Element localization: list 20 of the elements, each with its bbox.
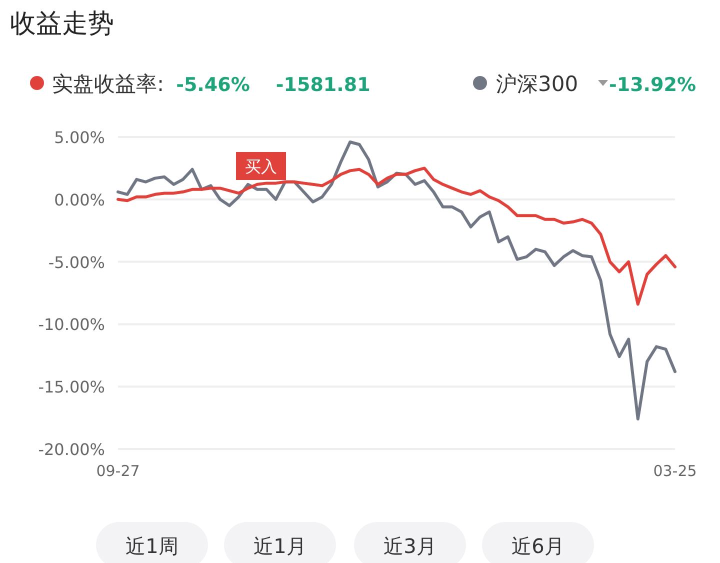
y-tick-label: -10.00% [38, 315, 105, 334]
x-tick-label: 03-25 [653, 462, 697, 480]
text: -1581.81 [276, 74, 370, 96]
y-tick-label: 0.00% [54, 190, 105, 210]
chart-title: 收益走势 [10, 9, 114, 39]
text: 近6月 [512, 534, 564, 558]
legend-label: 沪深300 [496, 72, 578, 96]
text: 近3月 [384, 534, 436, 558]
y-tick-label: -20.00% [38, 440, 105, 459]
text: 近1周 [126, 534, 178, 558]
annotation: 买入 [245, 157, 277, 176]
y-tick-label: 5.00% [54, 128, 105, 147]
y-tick-label: -5.00% [48, 252, 105, 272]
text: -5.46% [176, 74, 250, 96]
legend-label: 实盘收益率: [52, 72, 164, 96]
y-tick-label: -15.00% [38, 378, 105, 397]
text: -13.92% [608, 74, 696, 96]
line-series [116, 140, 676, 420]
x-tick-label: 09-27 [96, 462, 140, 480]
text: 近1月 [254, 534, 306, 558]
